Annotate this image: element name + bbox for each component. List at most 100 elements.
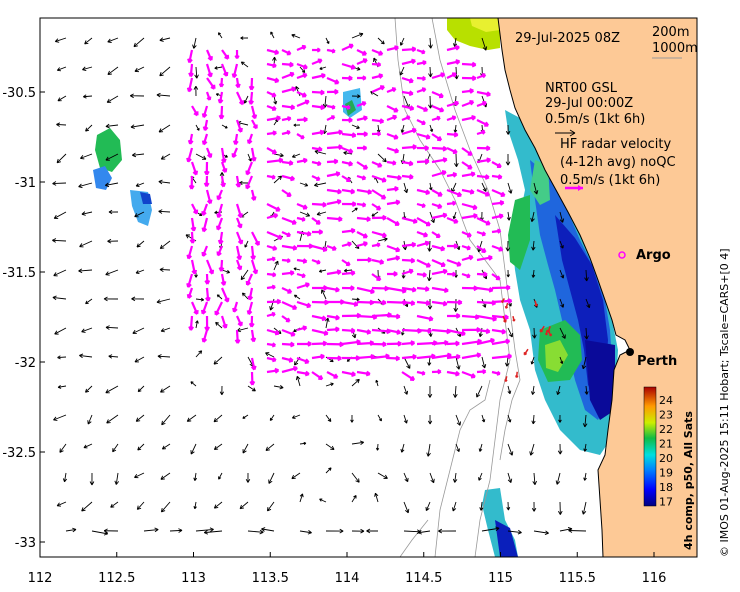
radar-arrow [446, 328, 466, 337]
model-arrow [266, 501, 275, 512]
radar-arrow [188, 315, 194, 331]
model-arrow [530, 356, 535, 365]
radar-arrow [416, 132, 431, 140]
model-arrow [479, 501, 484, 511]
radar-arrow [491, 328, 507, 335]
model-arrow [160, 385, 171, 393]
radar-arrow [371, 131, 382, 137]
radar-arrow [341, 370, 356, 377]
radar-arrow [476, 73, 487, 80]
model-arrow [584, 385, 589, 395]
radar-arrow [416, 48, 426, 55]
radar-arrow [326, 269, 342, 276]
radar-arrow [371, 242, 381, 248]
model-arrow [351, 297, 360, 302]
model-arrow [377, 237, 388, 242]
model-arrow [133, 37, 145, 48]
radar-arrow [326, 286, 340, 293]
radar-arrow [235, 77, 241, 89]
model-arrow [156, 298, 171, 304]
radar-arrow [266, 76, 280, 84]
colorbar-tick-label: 17 [659, 496, 673, 509]
radar-arrow [356, 49, 368, 56]
radar-arrow [476, 145, 491, 152]
radar-arrow [311, 201, 327, 208]
model-arrow [106, 414, 119, 424]
radar-arrow [446, 59, 461, 66]
model-arrow [103, 296, 119, 302]
model-arrow [478, 472, 483, 481]
model-arrow [428, 66, 433, 78]
model-arrow [80, 153, 93, 160]
radar-arrow [311, 72, 326, 80]
radar-arrow [311, 258, 321, 265]
radar-arrow [356, 101, 367, 108]
radar-arrow [326, 76, 340, 85]
radar-arrow [386, 132, 399, 140]
model-arrow [240, 36, 249, 40]
model-arrow [366, 528, 379, 534]
radar-arrow [491, 161, 502, 169]
radar-arrow [461, 171, 476, 178]
radar-arrow [266, 147, 278, 155]
radar-arrow [386, 174, 402, 181]
radar-arrow [401, 144, 417, 150]
radar-arrow [446, 188, 463, 198]
radar-arrow [386, 313, 401, 320]
radar-arrow [341, 327, 356, 334]
model-arrow [505, 153, 511, 166]
radar-arrow [296, 116, 308, 123]
radar-arrow [341, 43, 354, 52]
radar-arrow [386, 340, 402, 347]
radar-arrow [216, 217, 224, 231]
radar-arrow [341, 146, 354, 154]
argo-label: Argo [636, 248, 671, 263]
colorbar-tick-label: 23 [659, 409, 673, 422]
radar-arrow [356, 202, 367, 208]
radar-arrow [247, 287, 254, 301]
radar-arrow [296, 216, 306, 222]
model-arrow [190, 443, 197, 455]
radar-arrow [476, 286, 494, 293]
radar-arrow [431, 244, 446, 252]
radar-arrow [281, 104, 296, 111]
y-tick-label: -32 [15, 356, 36, 371]
model-arrow [481, 526, 500, 532]
radar-arrow [356, 231, 369, 239]
radar-arrow [491, 228, 502, 234]
radar-arrow [326, 314, 340, 321]
radar-arrow [461, 244, 471, 251]
radar-arrow [491, 188, 506, 197]
model-arrow [161, 414, 171, 426]
radar-arrow [190, 161, 199, 176]
model-arrow [325, 37, 330, 45]
radar-arrow [201, 217, 209, 233]
model-arrow [293, 267, 301, 271]
radar-arrow [202, 119, 209, 132]
model-arrow [130, 124, 145, 129]
model-arrow [213, 501, 223, 509]
radar-arrow [190, 301, 199, 315]
radar-arrow [341, 117, 353, 124]
radar-arrow [187, 49, 194, 64]
model-arrow [481, 182, 487, 192]
radar-arrow [235, 245, 243, 261]
model-arrow [269, 414, 275, 421]
radar-arrow [401, 340, 416, 346]
radar-arrow [341, 188, 356, 195]
radar-arrow [356, 370, 371, 377]
radar-arrow [461, 147, 473, 156]
model-arrow [316, 211, 327, 216]
radar-arrow [431, 258, 446, 268]
radar-arrow [446, 44, 460, 52]
model-arrow [195, 527, 214, 532]
perth-marker [626, 348, 634, 356]
model-arrow [157, 354, 171, 359]
radar-arrow [218, 105, 225, 120]
colorbar [643, 386, 657, 507]
model-arrow [136, 501, 145, 510]
radar-arrow [205, 189, 213, 205]
radar-arrow [188, 63, 194, 78]
radar-arrow [266, 91, 277, 98]
model-arrow [291, 153, 301, 158]
